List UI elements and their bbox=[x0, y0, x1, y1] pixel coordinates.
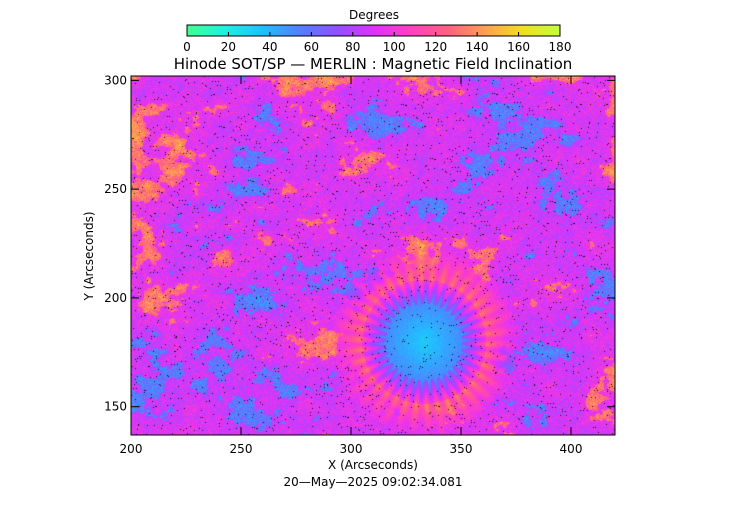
x-axis: 200 250 300 350 400 bbox=[120, 76, 583, 456]
colorbar-tick-label: 160 bbox=[507, 40, 530, 54]
colorbar-ticks: 0 20 40 60 80 100 120 140 160 180 bbox=[183, 32, 571, 54]
y-axis-label: Y (Arcseconds) bbox=[82, 211, 96, 301]
colorbar-tick-label: 140 bbox=[466, 40, 489, 54]
x-tick-label: 300 bbox=[340, 442, 363, 456]
colorbar-tick-label: 40 bbox=[262, 40, 277, 54]
inclination-map-container bbox=[131, 76, 615, 435]
x-axis-label: X (Arcseconds) bbox=[328, 458, 418, 472]
y-tick-label: 300 bbox=[104, 73, 127, 87]
colorbar-tick-label: 100 bbox=[383, 40, 406, 54]
colorbar-tick-label: 120 bbox=[424, 40, 447, 54]
timestamp: 20—May—2025 09:02:34.081 bbox=[283, 475, 462, 489]
colorbar-label: Degrees bbox=[349, 8, 399, 22]
colorbar-tick-label: 20 bbox=[221, 40, 236, 54]
colorbar bbox=[186, 24, 561, 37]
y-tick-label: 250 bbox=[104, 182, 127, 196]
colorbar-tick-label: 0 bbox=[183, 40, 191, 54]
x-tick-label: 350 bbox=[450, 442, 473, 456]
inclination-map bbox=[131, 76, 615, 435]
y-axis: 150 200 250 300 bbox=[104, 73, 615, 414]
x-tick-label: 250 bbox=[230, 442, 253, 456]
chart-title: Hinode SOT/SP — MERLIN : Magnetic Field … bbox=[174, 55, 573, 73]
y-tick-label: 150 bbox=[104, 400, 127, 414]
y-tick-label: 200 bbox=[104, 291, 127, 305]
x-tick-label: 400 bbox=[560, 442, 583, 456]
colorbar-tick-label: 80 bbox=[345, 40, 360, 54]
colorbar-tick-label: 60 bbox=[304, 40, 319, 54]
plot-frame bbox=[130, 75, 616, 436]
colorbar-tick-label: 180 bbox=[549, 40, 572, 54]
x-tick-label: 200 bbox=[120, 442, 143, 456]
